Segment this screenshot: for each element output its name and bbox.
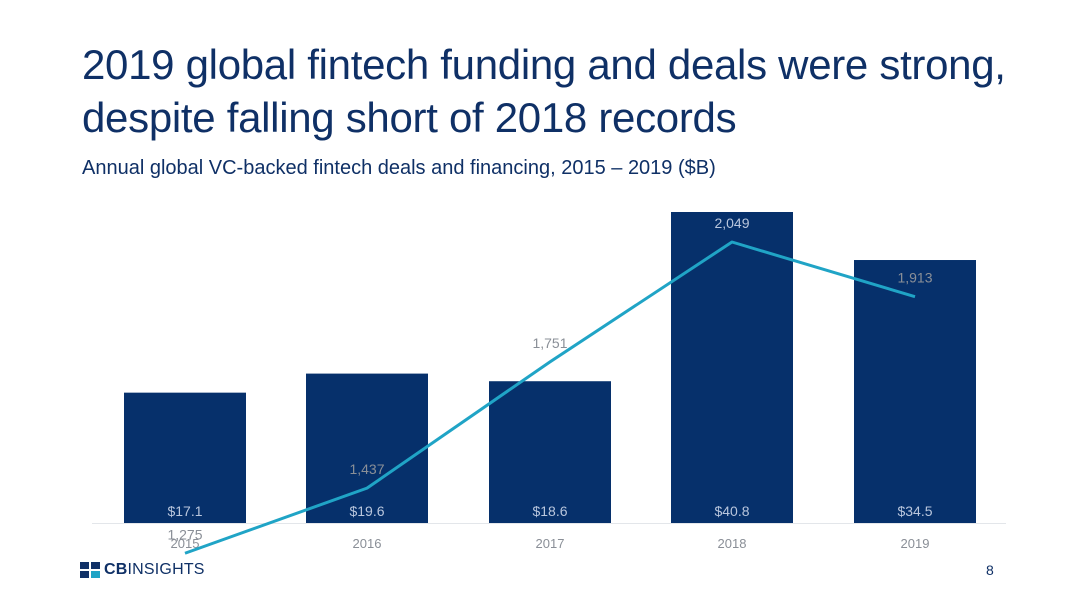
- logo-bold-text: CB: [104, 561, 128, 578]
- slide-title: 2019 global fintech funding and deals we…: [82, 38, 1042, 144]
- logo-wordmark: CBINSIGHTS: [104, 561, 205, 579]
- bar-2017: [489, 381, 611, 523]
- line-value-label: 1,437: [349, 461, 384, 477]
- x-tick-label: 2015: [171, 536, 200, 551]
- bar-2015: [124, 392, 246, 523]
- bar-value-label: $17.1: [167, 503, 202, 519]
- bar-value-label: $34.5: [897, 503, 932, 519]
- bar-value-label: $18.6: [532, 503, 567, 519]
- line-value-label: 2,049: [714, 215, 749, 231]
- cb-insights-logo: CBINSIGHTS: [80, 560, 205, 580]
- bar-2016: [306, 373, 428, 523]
- title-line-1: 2019 global fintech funding and deals we…: [82, 41, 1006, 88]
- bar-value-label: $19.6: [349, 503, 384, 519]
- line-value-label: 1,275: [167, 526, 202, 542]
- x-tick-label: 2017: [536, 536, 565, 551]
- line-value-label: 1,751: [532, 335, 567, 351]
- chart-subtitle: Annual global VC-backed fintech deals an…: [82, 157, 716, 179]
- x-tick-label: 2019: [901, 536, 930, 551]
- title-line-2: despite falling short of 2018 records: [82, 94, 737, 141]
- line-value-label: 1,913: [897, 270, 932, 286]
- bar-value-label: $40.8: [714, 503, 749, 519]
- page-number: 8: [986, 562, 994, 578]
- cb-insights-logo-icon: [80, 562, 100, 578]
- bar-2018: [671, 212, 793, 523]
- x-tick-label: 2016: [353, 536, 382, 551]
- x-tick-label: 2018: [718, 536, 747, 551]
- bar-2019: [854, 260, 976, 523]
- logo-rest-text: INSIGHTS: [127, 561, 205, 578]
